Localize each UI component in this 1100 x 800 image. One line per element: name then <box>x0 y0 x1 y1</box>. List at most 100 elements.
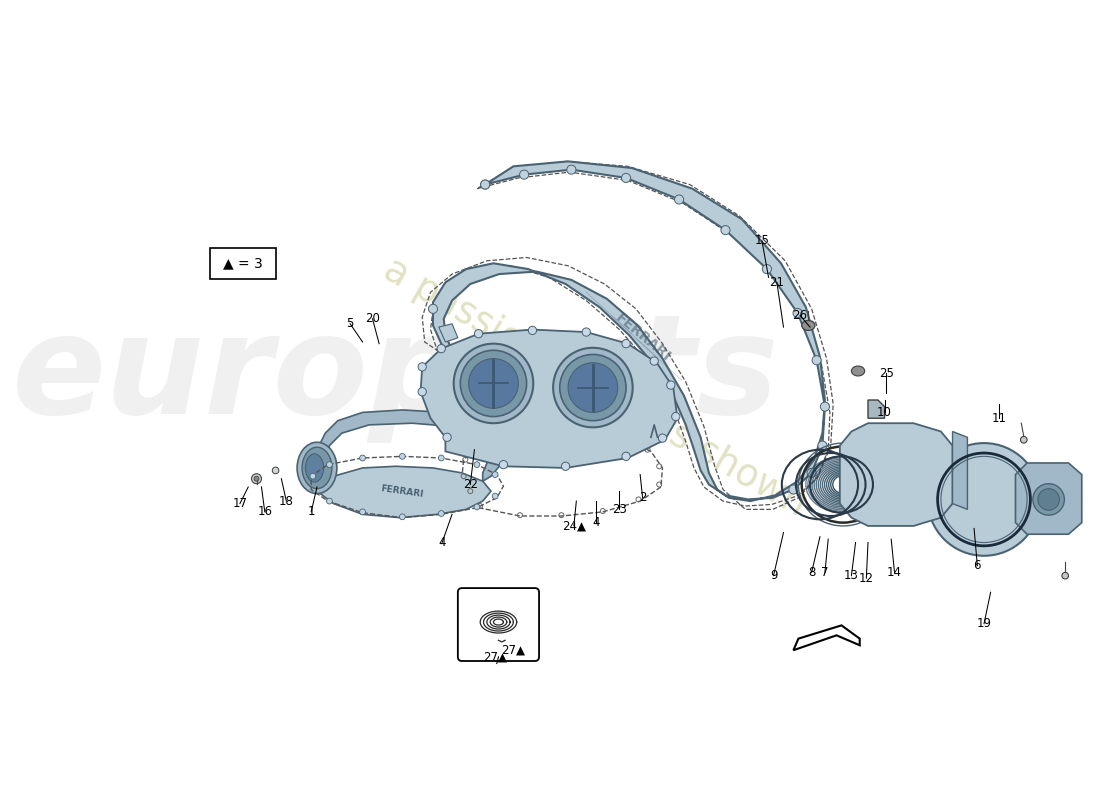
Circle shape <box>720 226 730 234</box>
Circle shape <box>360 509 365 514</box>
Text: 19: 19 <box>977 618 991 630</box>
Text: 18: 18 <box>279 494 294 507</box>
Circle shape <box>474 504 480 510</box>
Polygon shape <box>839 423 953 526</box>
Circle shape <box>448 352 456 362</box>
Text: 4: 4 <box>439 536 446 549</box>
Text: 9: 9 <box>770 569 778 582</box>
Text: 23: 23 <box>612 503 627 516</box>
Polygon shape <box>433 162 825 501</box>
Circle shape <box>1062 572 1068 579</box>
Circle shape <box>553 348 632 427</box>
Text: 17: 17 <box>232 497 248 510</box>
Circle shape <box>566 165 576 174</box>
Polygon shape <box>317 410 502 487</box>
Circle shape <box>443 433 451 442</box>
Circle shape <box>499 461 507 469</box>
Circle shape <box>254 476 258 482</box>
Polygon shape <box>868 400 884 418</box>
Text: 4: 4 <box>593 516 600 529</box>
Circle shape <box>252 474 262 484</box>
Circle shape <box>1021 437 1027 443</box>
Text: 24▲: 24▲ <box>562 519 586 533</box>
Text: 25: 25 <box>879 367 893 380</box>
Circle shape <box>272 467 279 474</box>
Text: 22: 22 <box>463 478 477 491</box>
Text: 7: 7 <box>822 566 828 579</box>
Circle shape <box>418 362 427 371</box>
FancyBboxPatch shape <box>458 588 539 661</box>
Circle shape <box>621 174 630 182</box>
Circle shape <box>492 494 498 499</box>
Text: ▲ = 3: ▲ = 3 <box>222 256 262 270</box>
Text: 13: 13 <box>844 569 859 582</box>
Text: europarts: europarts <box>12 308 780 442</box>
Circle shape <box>327 498 332 504</box>
Circle shape <box>667 381 675 390</box>
Text: 27▲: 27▲ <box>502 644 526 657</box>
Circle shape <box>310 474 316 479</box>
Text: 2: 2 <box>639 491 647 504</box>
Circle shape <box>674 195 683 204</box>
Circle shape <box>659 434 667 442</box>
Circle shape <box>789 485 797 494</box>
Ellipse shape <box>302 447 332 489</box>
Circle shape <box>453 344 534 423</box>
Text: 26: 26 <box>793 309 807 322</box>
Text: 15: 15 <box>755 234 769 247</box>
Text: a passion for parts shown: a passion for parts shown <box>377 251 812 523</box>
Circle shape <box>481 180 490 189</box>
Circle shape <box>672 413 680 421</box>
Text: 10: 10 <box>877 406 892 419</box>
Polygon shape <box>420 330 678 468</box>
Circle shape <box>460 350 527 417</box>
Circle shape <box>474 462 480 467</box>
Polygon shape <box>1015 463 1081 534</box>
Text: 5: 5 <box>346 318 354 330</box>
Text: 12: 12 <box>859 572 873 585</box>
Circle shape <box>793 309 802 318</box>
Circle shape <box>439 455 444 461</box>
Circle shape <box>560 354 626 421</box>
Text: 27▲: 27▲ <box>483 650 507 663</box>
Text: FERRARI: FERRARI <box>381 485 425 499</box>
Circle shape <box>474 330 483 338</box>
Circle shape <box>437 345 446 353</box>
Text: 16: 16 <box>257 506 273 518</box>
Circle shape <box>818 441 827 450</box>
Ellipse shape <box>1033 484 1065 515</box>
Polygon shape <box>317 466 491 518</box>
Circle shape <box>561 462 570 470</box>
Circle shape <box>399 514 405 520</box>
Circle shape <box>439 510 444 517</box>
Polygon shape <box>793 626 860 650</box>
Circle shape <box>812 356 822 365</box>
Circle shape <box>418 387 427 396</box>
Ellipse shape <box>1038 489 1059 510</box>
Circle shape <box>528 326 537 334</box>
Circle shape <box>481 180 490 189</box>
Text: 21: 21 <box>769 276 784 289</box>
Text: 11: 11 <box>991 412 1006 425</box>
Circle shape <box>519 170 529 179</box>
Text: 6: 6 <box>974 559 981 572</box>
Circle shape <box>927 443 1041 556</box>
Text: FERRARI: FERRARI <box>613 311 673 365</box>
Ellipse shape <box>802 321 815 330</box>
Text: 20: 20 <box>365 312 380 326</box>
Circle shape <box>568 362 618 413</box>
Circle shape <box>621 339 630 348</box>
Circle shape <box>469 358 518 408</box>
Circle shape <box>650 357 659 365</box>
Polygon shape <box>439 324 458 342</box>
Text: 8: 8 <box>808 566 815 579</box>
Text: 1: 1 <box>307 506 315 518</box>
Circle shape <box>399 454 405 459</box>
Circle shape <box>807 468 816 478</box>
FancyBboxPatch shape <box>210 247 276 279</box>
Circle shape <box>582 328 591 336</box>
Circle shape <box>621 452 630 461</box>
Text: 14: 14 <box>887 566 902 579</box>
Ellipse shape <box>851 366 865 376</box>
Polygon shape <box>953 431 967 510</box>
